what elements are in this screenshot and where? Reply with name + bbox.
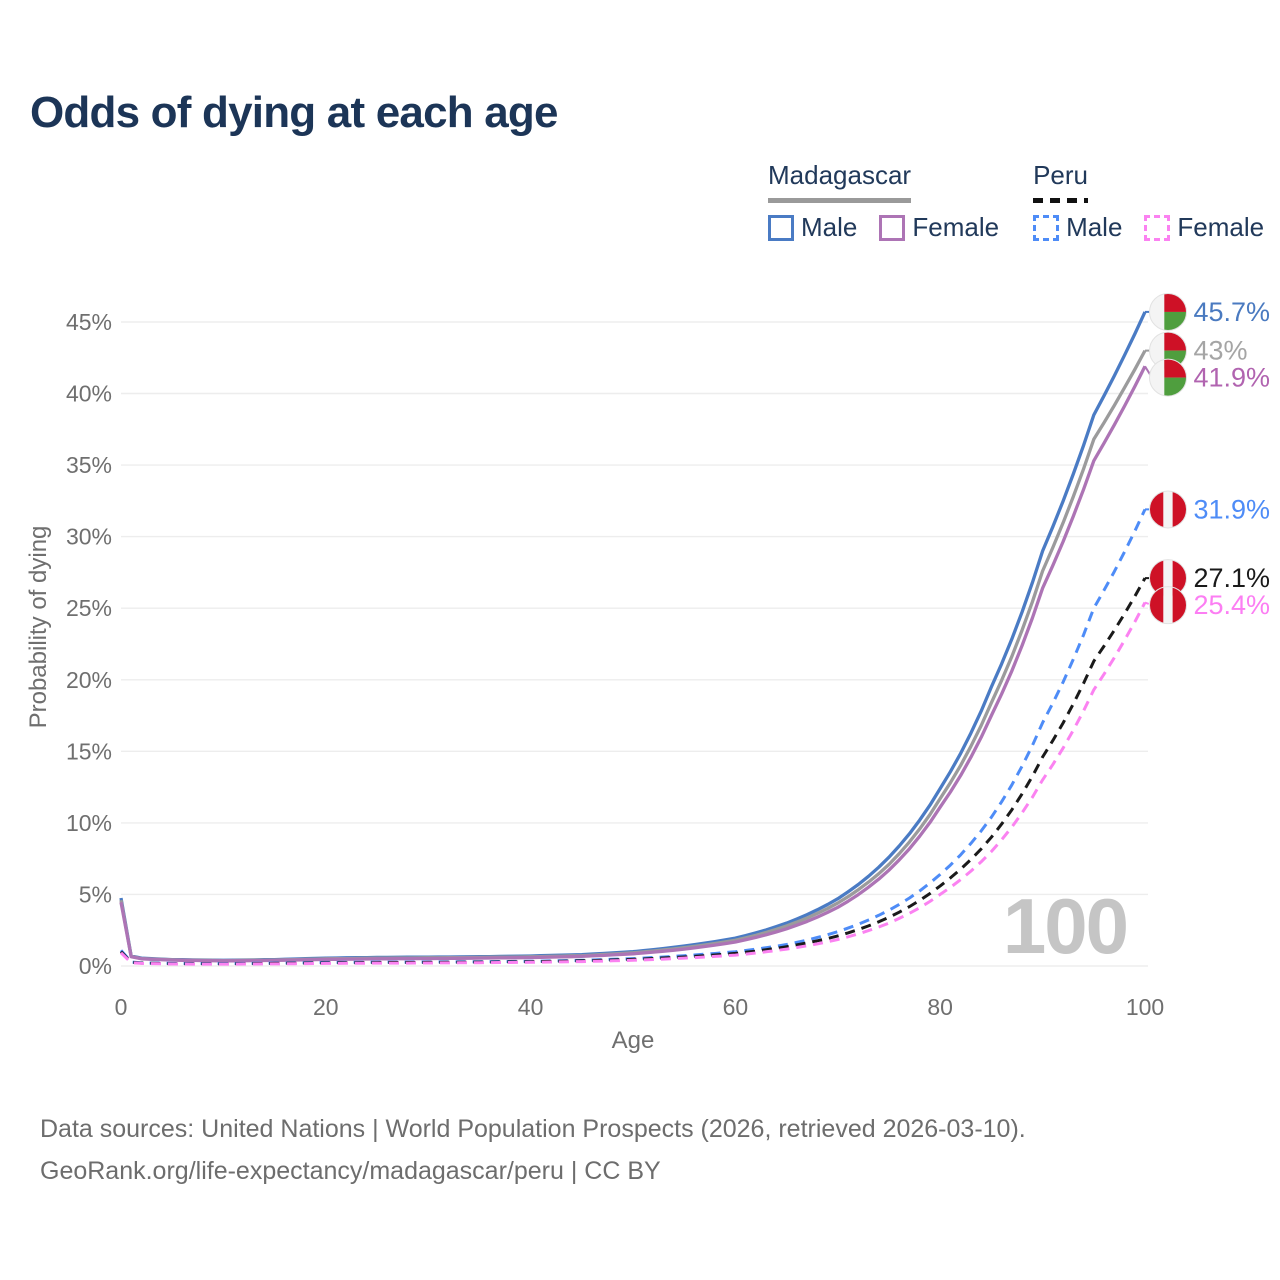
legend-item-label: Male <box>801 212 858 242</box>
curve-peru_female[interactable] <box>119 601 1147 966</box>
x-tick-label: 0 <box>115 994 128 1020</box>
curve-peru_total[interactable] <box>119 577 1147 966</box>
peru-line-style-swatch <box>1033 198 1088 203</box>
legend-item-madagascar-male[interactable]: Male <box>768 212 857 243</box>
end-label-mg_male: 45.7% <box>1194 297 1271 327</box>
x-tick-label: 80 <box>927 994 953 1020</box>
x-tick-label: 20 <box>313 994 339 1020</box>
license-line: GeoRank.org/life-expectancy/madagascar/p… <box>40 1157 661 1185</box>
data-sources-line: Data sources: United Nations | World Pop… <box>40 1115 1026 1143</box>
madagascar-female-swatch <box>879 214 906 241</box>
legend-item-label: Female <box>1177 212 1265 242</box>
flag-icon-madagascar <box>1149 292 1187 331</box>
legend-country-label: Madagascar <box>768 160 912 190</box>
legend-country-label: Peru <box>1033 160 1088 190</box>
y-tick-label: 0% <box>79 953 112 979</box>
legend-item-peru-female[interactable]: Female <box>1144 212 1264 243</box>
x-tick-label: 100 <box>1126 994 1164 1020</box>
y-axis-title: Probability of dying <box>25 526 52 729</box>
y-tick-label: 25% <box>66 595 112 621</box>
flag-icon-peru <box>1149 559 1187 598</box>
legend-country-madagascar[interactable]: Madagascar <box>768 160 912 203</box>
flag-icon-peru <box>1149 490 1187 529</box>
peru-male-swatch <box>1033 214 1060 241</box>
x-tick-label: 60 <box>723 994 749 1020</box>
y-tick-label: 30% <box>66 524 112 550</box>
legend: Madagascar Male Female Peru <box>768 160 1264 243</box>
y-tick-label: 40% <box>66 381 112 407</box>
page-title: Odds of dying at each age <box>30 88 558 137</box>
age-watermark: 100 <box>1003 882 1127 970</box>
curve-peru_male[interactable] <box>119 508 1147 966</box>
y-tick-label: 20% <box>66 667 112 693</box>
flag-icon-madagascar <box>1149 358 1187 397</box>
y-tick-label: 10% <box>66 810 112 836</box>
legend-item-label: Male <box>1066 212 1123 242</box>
end-label-peru_female: 25.4% <box>1194 590 1271 620</box>
end-label-mg_total: 43% <box>1194 336 1248 366</box>
end-label-mg_female: 41.9% <box>1194 363 1271 393</box>
y-tick-label: 15% <box>66 738 112 764</box>
curve-mg_female[interactable] <box>119 365 1147 963</box>
source-attribution: Data sources: United Nations | World Pop… <box>40 1108 1026 1192</box>
madagascar-line-style-swatch <box>768 198 912 203</box>
peru-female-swatch <box>1144 214 1171 241</box>
madagascar-male-swatch <box>768 214 794 241</box>
x-tick-label: 40 <box>518 994 544 1020</box>
end-label-peru_male: 31.9% <box>1194 494 1271 524</box>
legend-country-peru[interactable]: Peru <box>1033 160 1088 203</box>
legend-item-label: Female <box>912 212 1000 242</box>
end-label-peru_total: 27.1% <box>1194 563 1271 593</box>
legend-group-peru: Peru Male Female <box>1033 160 1264 243</box>
y-tick-label: 45% <box>66 309 112 335</box>
curve-mg_total[interactable] <box>119 349 1147 963</box>
legend-item-madagascar-female[interactable]: Female <box>879 212 999 243</box>
y-tick-label: 5% <box>79 881 112 907</box>
flag-icon-peru <box>1149 586 1187 625</box>
legend-item-peru-male[interactable]: Male <box>1033 212 1122 243</box>
curve-mg_male[interactable] <box>119 311 1147 962</box>
legend-group-madagascar: Madagascar Male Female <box>768 160 999 243</box>
x-axis-title: Age <box>612 1027 655 1054</box>
y-tick-label: 35% <box>66 452 112 478</box>
